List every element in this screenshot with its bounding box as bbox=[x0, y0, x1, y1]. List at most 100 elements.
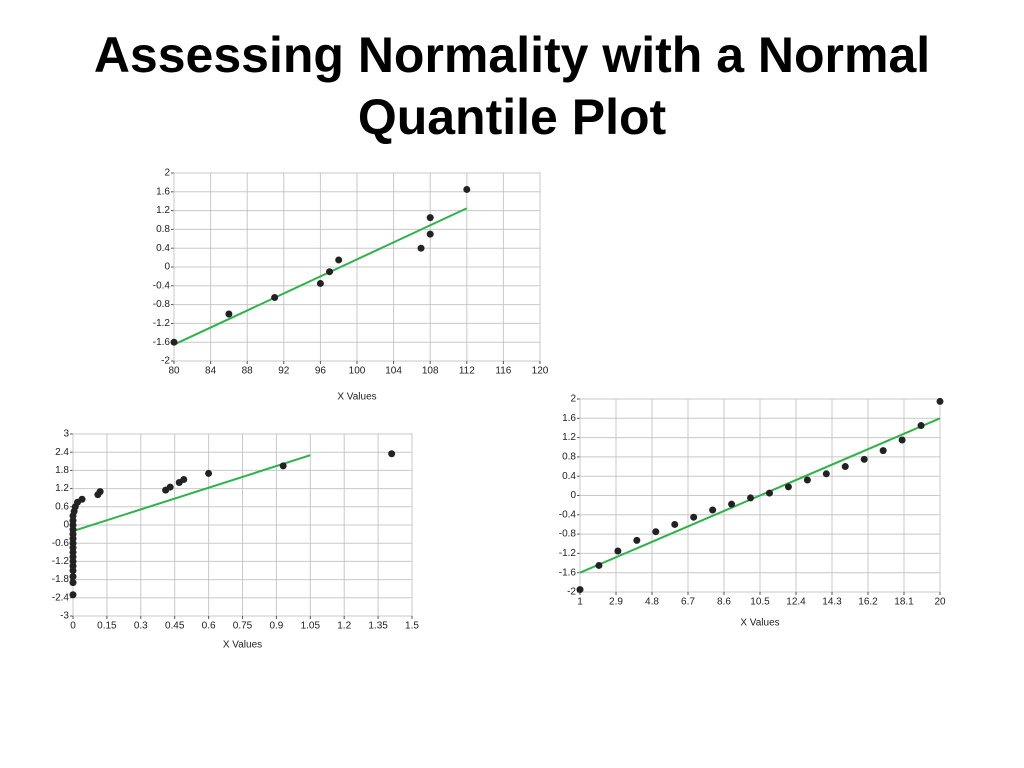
x-tick-label: 108 bbox=[422, 366, 439, 377]
y-tick-label: 0 bbox=[164, 262, 170, 273]
y-tick-label: 0 bbox=[63, 520, 69, 531]
y-tick-label: 2.4 bbox=[55, 447, 69, 458]
data-point bbox=[690, 513, 698, 521]
data-point bbox=[279, 462, 287, 470]
x-tick-label: 12.4 bbox=[786, 597, 806, 608]
y-tick-label: -1.6 bbox=[153, 337, 171, 348]
x-axis-label: X Values bbox=[740, 618, 779, 629]
x-tick-label: 0.15 bbox=[97, 621, 117, 632]
y-tick-label: -2.4 bbox=[52, 592, 70, 603]
data-point bbox=[166, 483, 174, 491]
data-point bbox=[841, 463, 849, 471]
y-tick-label: 0.4 bbox=[562, 471, 576, 482]
data-point bbox=[917, 422, 925, 430]
x-tick-label: 14.3 bbox=[822, 597, 842, 608]
data-point bbox=[614, 547, 622, 555]
data-point bbox=[898, 436, 906, 444]
x-tick-label: 104 bbox=[385, 366, 402, 377]
data-point bbox=[180, 476, 188, 483]
x-tick-label: 10.5 bbox=[750, 597, 770, 608]
data-point bbox=[803, 476, 811, 484]
y-tick-label: 1.6 bbox=[562, 413, 576, 424]
y-tick-label: -1.2 bbox=[153, 318, 171, 329]
y-tick-label: 3 bbox=[63, 429, 69, 440]
fit-line bbox=[72, 454, 311, 533]
x-tick-label: 84 bbox=[205, 366, 217, 377]
y-tick-label: 1.8 bbox=[55, 465, 69, 476]
data-point bbox=[69, 573, 77, 581]
x-tick-label: 0 bbox=[70, 621, 76, 632]
x-tick-label: 116 bbox=[495, 366, 511, 377]
data-point bbox=[633, 536, 641, 544]
x-tick-label: 1.05 bbox=[301, 621, 321, 632]
data-point bbox=[225, 310, 233, 318]
data-point bbox=[335, 256, 343, 264]
x-tick-label: 112 bbox=[459, 366, 475, 377]
chart: -2 -1.6 -1.2 -0.8 -0.4 0 0.4 0.8 1.2 1.6 2 80 84 88 92… bbox=[153, 168, 549, 403]
y-tick-label: -3 bbox=[60, 611, 69, 622]
y-tick-label: 0.6 bbox=[55, 501, 69, 512]
data-point bbox=[671, 520, 679, 528]
data-point bbox=[271, 294, 279, 302]
x-tick-label: 1 bbox=[577, 597, 583, 608]
x-tick-label: 0.9 bbox=[269, 621, 283, 632]
x-tick-label: 1.35 bbox=[368, 621, 388, 632]
x-tick-label: 2.9 bbox=[609, 597, 623, 608]
y-tick-label: 2 bbox=[570, 394, 576, 405]
y-tick-label: -1.8 bbox=[52, 574, 70, 585]
data-point bbox=[936, 397, 944, 405]
x-tick-label: 16.2 bbox=[858, 597, 878, 608]
x-tick-label: 4.8 bbox=[645, 597, 659, 608]
data-point bbox=[426, 214, 434, 222]
data-point bbox=[170, 338, 178, 346]
y-tick-label: 1.2 bbox=[55, 483, 69, 494]
x-tick-label: 6.7 bbox=[681, 597, 695, 608]
data-point bbox=[69, 591, 77, 599]
y-tick-label: 1.6 bbox=[156, 186, 170, 197]
x-tick-label: 1.5 bbox=[405, 621, 419, 632]
y-tick-label: 0 bbox=[570, 490, 576, 501]
data-point bbox=[417, 244, 425, 252]
chart: -3 -2.4 -1.8 -1.2 -0.6 0 0.6 1.2 1.8 2.4 3 0 0.15 0.3… bbox=[52, 429, 420, 651]
x-tick-label: 0.6 bbox=[202, 621, 216, 632]
y-tick-label: -0.4 bbox=[559, 509, 577, 520]
chart: -2 -1.6 -1.2 -0.8 -0.4 0 0.4 0.8 1.2 1.6 2 1 2.9 4.8 6… bbox=[559, 394, 946, 629]
data-point bbox=[576, 586, 584, 594]
data-point bbox=[205, 469, 213, 477]
x-tick-label: 20 bbox=[934, 597, 946, 608]
y-tick-label: 0.8 bbox=[562, 452, 576, 463]
x-tick-label: 96 bbox=[315, 366, 327, 377]
x-tick-label: 0.75 bbox=[233, 621, 253, 632]
fit-line bbox=[173, 207, 468, 346]
y-tick-label: -0.8 bbox=[153, 299, 171, 310]
data-point bbox=[326, 268, 334, 276]
data-point bbox=[860, 455, 868, 463]
y-tick-label: -2 bbox=[161, 356, 170, 367]
data-point bbox=[728, 500, 736, 508]
data-point bbox=[388, 450, 396, 458]
data-point bbox=[879, 447, 887, 455]
data-point bbox=[595, 561, 603, 569]
x-tick-label: 8.6 bbox=[717, 597, 731, 608]
x-tick-label: 18.1 bbox=[894, 597, 914, 608]
x-tick-label: 92 bbox=[278, 366, 290, 377]
data-point bbox=[96, 488, 104, 496]
y-tick-label: 0.8 bbox=[156, 224, 170, 235]
y-tick-label: 0.4 bbox=[156, 243, 170, 254]
y-tick-label: -0.4 bbox=[153, 280, 171, 291]
y-tick-label: -1.2 bbox=[52, 556, 70, 567]
data-point bbox=[316, 279, 324, 287]
y-tick-label: -2 bbox=[567, 587, 576, 598]
y-tick-label: 1.2 bbox=[562, 432, 576, 443]
x-tick-label: 88 bbox=[242, 366, 254, 377]
y-tick-label: 2 bbox=[164, 168, 170, 179]
data-point bbox=[78, 495, 86, 503]
x-tick-label: 80 bbox=[168, 366, 180, 377]
data-point bbox=[426, 230, 434, 238]
data-point bbox=[69, 579, 77, 587]
x-tick-label: 1.2 bbox=[337, 621, 351, 632]
x-axis-label: X Values bbox=[223, 640, 262, 651]
x-tick-label: 100 bbox=[349, 366, 366, 377]
